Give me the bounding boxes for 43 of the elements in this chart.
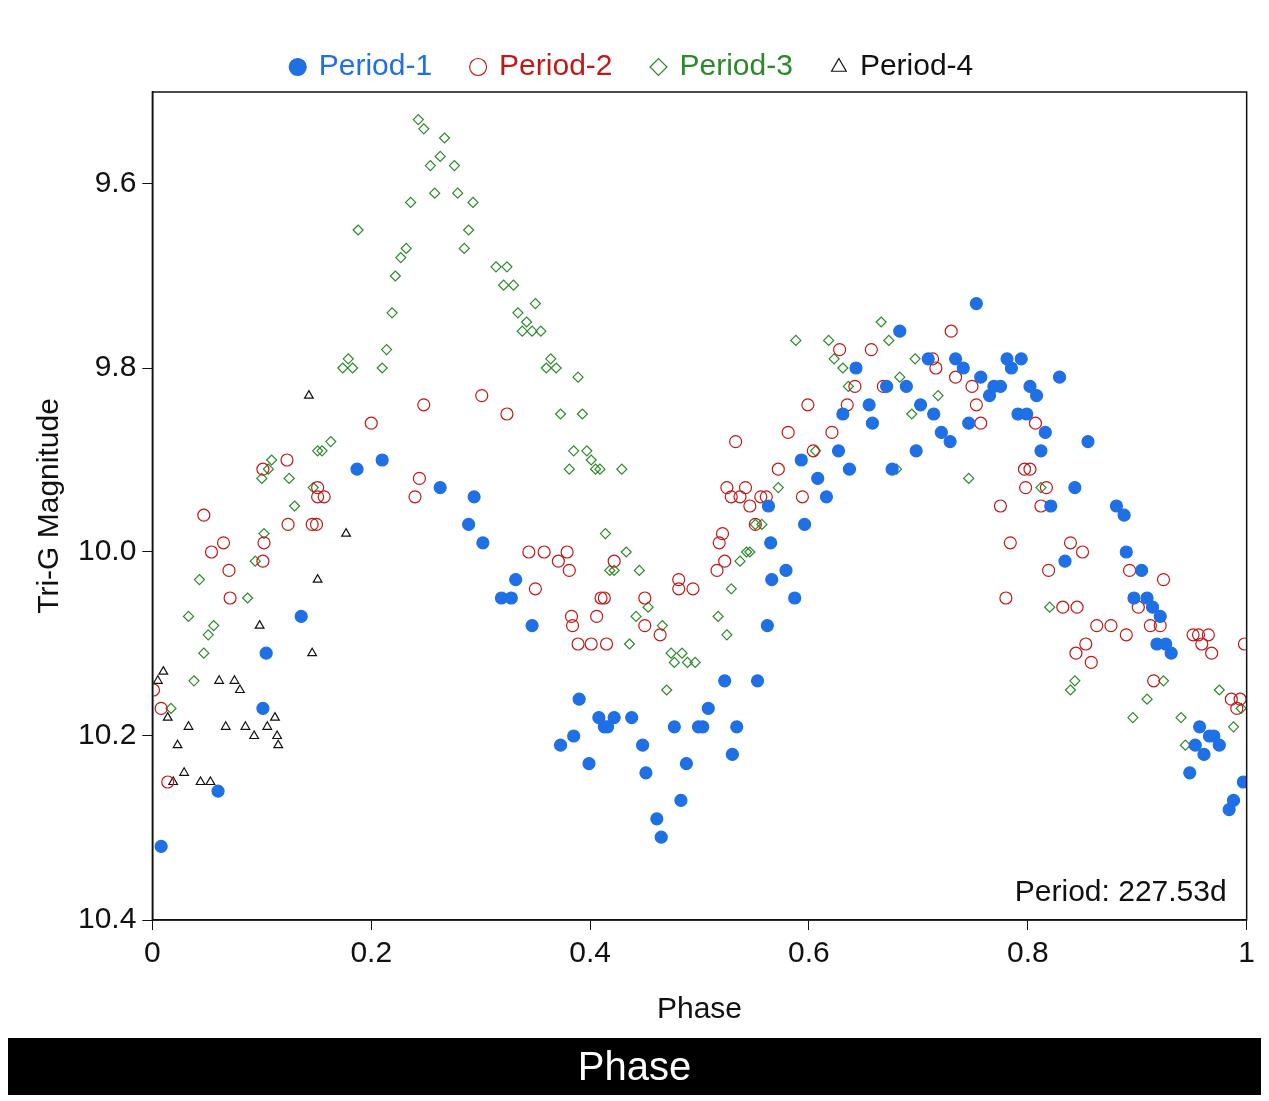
point: [220, 721, 231, 730]
point: [303, 390, 314, 399]
point: [249, 730, 260, 740]
point: [307, 647, 318, 657]
point: [162, 712, 173, 721]
point: [205, 776, 216, 786]
legend-label: Period-1: [318, 48, 433, 82]
text: Phase: [8, 1038, 1261, 1095]
point: [235, 684, 245, 694]
y-tick-label: 10.2: [78, 717, 137, 751]
y-tick-label: 10.0: [78, 533, 137, 567]
x-tick-label: 0.2: [350, 935, 393, 969]
x-tick-label: 0.6: [788, 935, 830, 969]
point: [273, 739, 284, 749]
point: [240, 721, 251, 730]
point: [172, 739, 183, 749]
x-tick-label: 0.8: [1006, 935, 1049, 969]
point: [214, 675, 225, 684]
x-tick-label: 0: [144, 935, 161, 969]
point: [270, 712, 280, 721]
point: [152, 675, 163, 684]
annotation: Period: 227.53d: [1014, 874, 1227, 908]
point: [158, 666, 169, 675]
legend-label: Period-2: [499, 48, 613, 82]
point: [312, 574, 323, 583]
point: [168, 776, 179, 786]
x-tick-label: 1: [1238, 935, 1255, 969]
x-axis-title: Phase: [656, 991, 743, 1025]
y-tick-label: 9.6: [94, 165, 137, 199]
point: [341, 528, 351, 537]
point: [229, 675, 240, 684]
x-tick-label: 0.4: [569, 935, 611, 969]
legend-label: Period-4: [859, 48, 974, 82]
point: [262, 721, 273, 730]
point: [272, 730, 283, 740]
y-tick-label: 9.8: [94, 349, 137, 383]
point: [254, 620, 265, 629]
y-axis-title: Tri-G Magnitude: [31, 398, 65, 614]
legend-label: Period-3: [679, 48, 793, 82]
point: [195, 776, 206, 786]
y-tick-label: 10.4: [78, 901, 137, 935]
point: [179, 767, 190, 776]
point: [183, 721, 194, 730]
